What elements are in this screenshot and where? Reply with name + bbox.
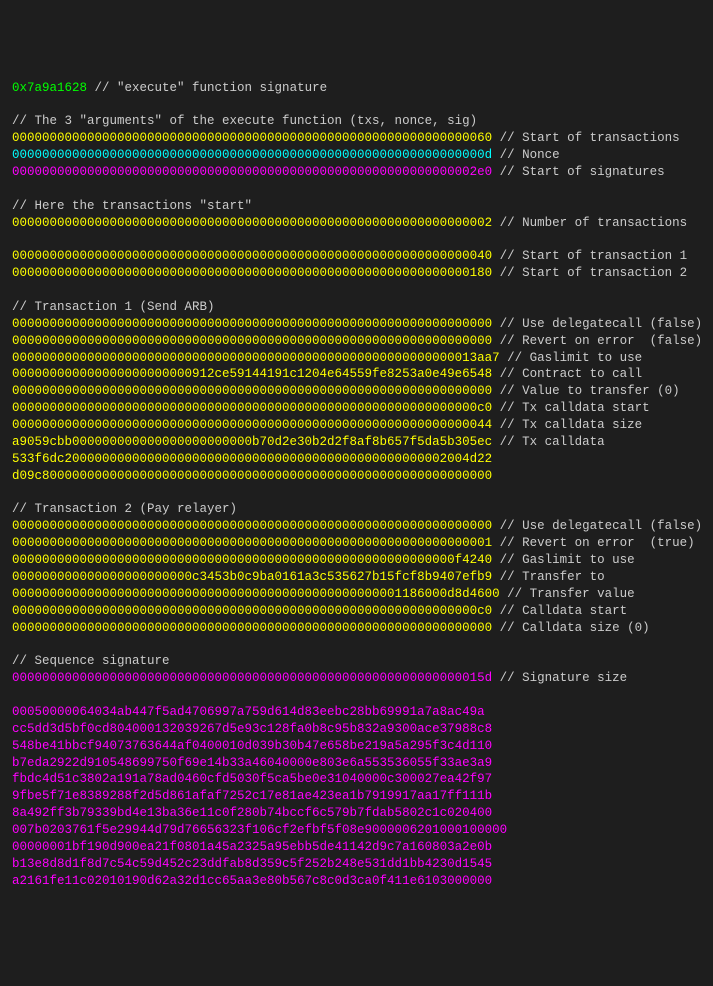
hex-word: 0000000000000000000000000000000000000000… [12, 317, 492, 331]
hex-word: a2161fe11c02010190d62a32d1cc65aa3e80b567… [12, 874, 492, 888]
hex-word: d09c800000000000000000000000000000000000… [12, 469, 492, 483]
hex-word: 0000000000000000000000000000000000000000… [12, 418, 492, 432]
comment: // Start of transaction 1 [500, 249, 688, 263]
comment: // Transfer to [500, 570, 605, 584]
comment: // Start of transactions [500, 131, 680, 145]
comment: // Contract to call [500, 367, 643, 381]
hex-word: 0000000000000000000000000000000000000000… [12, 334, 492, 348]
hex-word: 0000000000000000000000000000000000000000… [12, 165, 492, 179]
comment: // Transfer value [507, 587, 635, 601]
comment: // Start of signatures [500, 165, 665, 179]
comment: // Tx calldata [500, 435, 605, 449]
comment: // Tx calldata size [500, 418, 643, 432]
hex-word: 0x7a9a1628 [12, 81, 87, 95]
comment: // Revert on error (true) [500, 536, 695, 550]
hex-word: 8a492ff3b79339bd4e13ba36e11c0f280b74bccf… [12, 806, 492, 820]
hex-word: 0000000000000000000000000000000000000000… [12, 604, 492, 618]
comment: // Calldata start [500, 604, 628, 618]
comment: // Calldata size (0) [500, 621, 650, 635]
hex-word: 0000000000000000000000000000000000000000… [12, 266, 492, 280]
section-title: // The 3 "arguments" of the execute func… [12, 113, 701, 130]
hex-word: 0000000000000000000000000000000000000000… [12, 216, 492, 230]
comment: // Signature size [500, 671, 628, 685]
hex-word: 9fbe5f71e8389288f2d5d861afaf7252c17e81ae… [12, 789, 492, 803]
comment: // Use delegatecall (false) [500, 317, 703, 331]
hex-word: 0000000000000000000000000000000000000000… [12, 384, 492, 398]
hex-word: 007b0203761f5e29944d79d76656323f106cf2ef… [12, 823, 507, 837]
comment: // Number of transactions [500, 216, 688, 230]
comment: // Start of transaction 2 [500, 266, 688, 280]
hex-word: b7eda2922d910548699750f69e14b33a46040000… [12, 756, 492, 770]
comment: // Tx calldata start [500, 401, 650, 415]
comment: // Revert on error (false) [500, 334, 703, 348]
hex-word: 0000000000000000000000000000000000000000… [12, 671, 492, 685]
hex-word: 0000000000000000000000000000000000000000… [12, 587, 500, 601]
comment: // Value to transfer (0) [500, 384, 680, 398]
hex-word: 0000000000000000000000000000000000000000… [12, 621, 492, 635]
hex-word: 0000000000000000000000000000000000000000… [12, 519, 492, 533]
hex-word: 000000000000000000000000912ce59144191c12… [12, 367, 492, 381]
section-title: // Sequence signature [12, 653, 701, 670]
hex-word: 548be41bbcf94073763644af0400010d039b30b4… [12, 739, 492, 753]
comment: // "execute" function signature [95, 81, 328, 95]
hex-word: cc5dd3d5bf0cd804000132039267d5e93c128fa0… [12, 722, 492, 736]
hex-word: 0000000000000000000000000000000000000000… [12, 351, 500, 365]
hex-word: 0000000000000000000000000000000000000000… [12, 148, 492, 162]
hex-word: 0000000000000000000000000000000000000000… [12, 536, 492, 550]
hex-word: 533f6dc200000000000000000000000000000000… [12, 452, 492, 466]
section-title: // Transaction 1 (Send ARB) [12, 299, 701, 316]
hex-word: fbdc4d51c3802a191a78ad0460cfd5030f5ca5be… [12, 772, 492, 786]
hex-word: 0000000000000000000000000000000000000000… [12, 553, 492, 567]
hex-word: 00050000064034ab447f5ad4706997a759d614d8… [12, 705, 485, 719]
hex-word: 0000000000000000000000000000000000000000… [12, 401, 492, 415]
hex-word: 0000000000000000000000000000000000000000… [12, 249, 492, 263]
hex-word: b13e8d8d1f8d7c54c59d452c23ddfab8d359c5f2… [12, 857, 492, 871]
hex-word: a9059cbb000000000000000000000000b70d2e30… [12, 435, 492, 449]
comment: // Nonce [500, 148, 560, 162]
section-title: // Here the transactions "start" [12, 198, 701, 215]
comment: // Use delegatecall (false) [500, 519, 703, 533]
hex-word: 0000000000000000000000000000000000000000… [12, 131, 492, 145]
hex-word: 00000001bf190d900ea21f0801a45a2325a95ebb… [12, 840, 492, 854]
comment: // Gaslimit to use [500, 553, 635, 567]
section-title: // Transaction 2 (Pay relayer) [12, 501, 701, 518]
comment: // Gaslimit to use [507, 351, 642, 365]
hex-word: 000000000000000000000000c3453b0c9ba0161a… [12, 570, 492, 584]
